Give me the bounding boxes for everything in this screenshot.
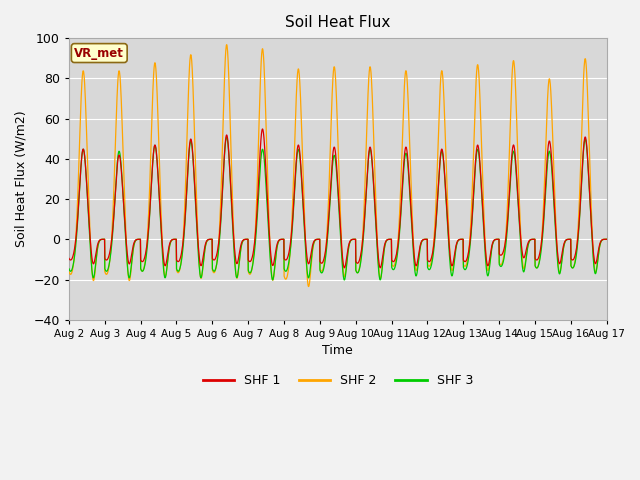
Text: VR_met: VR_met (74, 47, 124, 60)
X-axis label: Time: Time (323, 344, 353, 357)
Title: Soil Heat Flux: Soil Heat Flux (285, 15, 390, 30)
Legend: SHF 1, SHF 2, SHF 3: SHF 1, SHF 2, SHF 3 (198, 370, 478, 392)
Y-axis label: Soil Heat Flux (W/m2): Soil Heat Flux (W/m2) (15, 110, 28, 247)
